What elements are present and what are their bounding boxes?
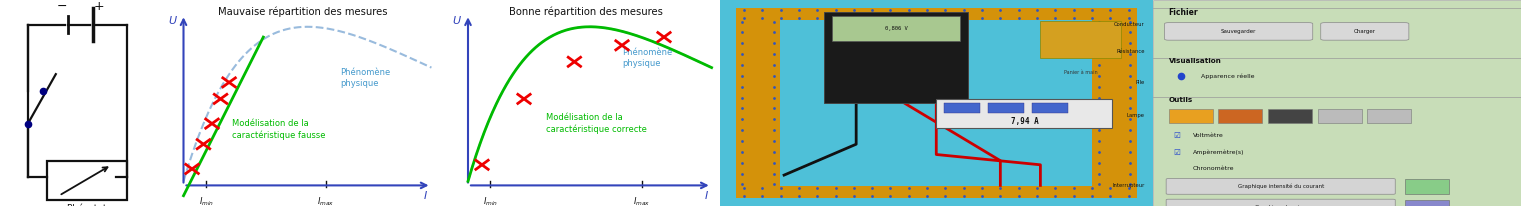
- Text: I: I: [424, 191, 427, 201]
- Text: Fichier: Fichier: [1168, 8, 1199, 17]
- Text: Phénomène
physique: Phénomène physique: [341, 68, 391, 88]
- FancyBboxPatch shape: [1405, 179, 1450, 194]
- FancyBboxPatch shape: [1168, 109, 1212, 123]
- Text: Interrupteur: Interrupteur: [1112, 183, 1144, 188]
- FancyBboxPatch shape: [1165, 23, 1313, 40]
- Text: 0,806 V: 0,806 V: [885, 26, 908, 31]
- FancyBboxPatch shape: [1033, 103, 1068, 113]
- FancyBboxPatch shape: [736, 8, 1136, 20]
- FancyBboxPatch shape: [1040, 21, 1121, 58]
- Text: U: U: [453, 16, 461, 26]
- Text: Bonne répartition des mesures: Bonne répartition des mesures: [508, 6, 663, 17]
- FancyBboxPatch shape: [1317, 109, 1361, 123]
- Text: $I_{max}$: $I_{max}$: [318, 196, 335, 206]
- Text: Pile: Pile: [1135, 80, 1144, 85]
- Text: Graphique tension: Graphique tension: [1255, 205, 1307, 206]
- Text: Mauvaise répartition des mesures: Mauvaise répartition des mesures: [219, 6, 388, 17]
- FancyBboxPatch shape: [989, 103, 1024, 113]
- Text: Charger: Charger: [1354, 29, 1377, 34]
- Text: Apparence réelle: Apparence réelle: [1200, 74, 1255, 79]
- FancyBboxPatch shape: [1405, 200, 1450, 206]
- FancyBboxPatch shape: [1092, 8, 1136, 198]
- Text: Visualisation: Visualisation: [1168, 58, 1221, 64]
- Text: −: −: [56, 0, 67, 13]
- FancyBboxPatch shape: [1167, 199, 1395, 206]
- Text: Ampèremètre(s): Ampèremètre(s): [1192, 150, 1244, 155]
- FancyBboxPatch shape: [937, 99, 1112, 128]
- Text: Modélisation de la
caractéristique fausse: Modélisation de la caractéristique fauss…: [231, 119, 325, 140]
- Text: Lampe: Lampe: [1127, 113, 1144, 118]
- FancyBboxPatch shape: [1153, 0, 1521, 206]
- Text: Graphique intensité du courant: Graphique intensité du courant: [1238, 184, 1323, 189]
- FancyBboxPatch shape: [1167, 179, 1395, 194]
- FancyBboxPatch shape: [1218, 109, 1262, 123]
- Text: $I_{min}$: $I_{min}$: [199, 196, 214, 206]
- Text: Rhéostat: Rhéostat: [67, 204, 106, 206]
- Text: Chronomètre: Chronomètre: [1192, 166, 1234, 171]
- Text: ☑: ☑: [1173, 148, 1180, 157]
- FancyBboxPatch shape: [719, 0, 1153, 206]
- Text: $I_{max}$: $I_{max}$: [633, 196, 651, 206]
- Text: Phénomène
physique: Phénomène physique: [622, 48, 672, 68]
- Text: I: I: [704, 191, 707, 201]
- FancyBboxPatch shape: [1367, 109, 1411, 123]
- FancyBboxPatch shape: [47, 161, 128, 200]
- Text: 7,94 A: 7,94 A: [1010, 117, 1039, 126]
- FancyBboxPatch shape: [824, 12, 969, 103]
- Text: U: U: [167, 16, 176, 26]
- Text: Résistance: Résistance: [1116, 49, 1144, 54]
- FancyBboxPatch shape: [1320, 23, 1408, 40]
- Text: Conducteur: Conducteur: [1113, 22, 1144, 27]
- Text: Modélisation de la
caractéristique correcte: Modélisation de la caractéristique corre…: [546, 113, 648, 134]
- Text: Panier à main: Panier à main: [1063, 70, 1097, 75]
- FancyBboxPatch shape: [945, 103, 981, 113]
- Text: Sauvegarder: Sauvegarder: [1221, 29, 1256, 34]
- Text: $I_{min}$: $I_{min}$: [482, 196, 497, 206]
- Text: ☑: ☑: [1173, 131, 1180, 140]
- FancyBboxPatch shape: [1269, 109, 1313, 123]
- FancyBboxPatch shape: [832, 16, 960, 41]
- FancyBboxPatch shape: [736, 186, 1136, 198]
- FancyBboxPatch shape: [736, 8, 780, 198]
- Text: +: +: [94, 0, 105, 13]
- Text: Outils: Outils: [1168, 97, 1192, 103]
- Text: Voltmètre: Voltmètre: [1192, 133, 1223, 138]
